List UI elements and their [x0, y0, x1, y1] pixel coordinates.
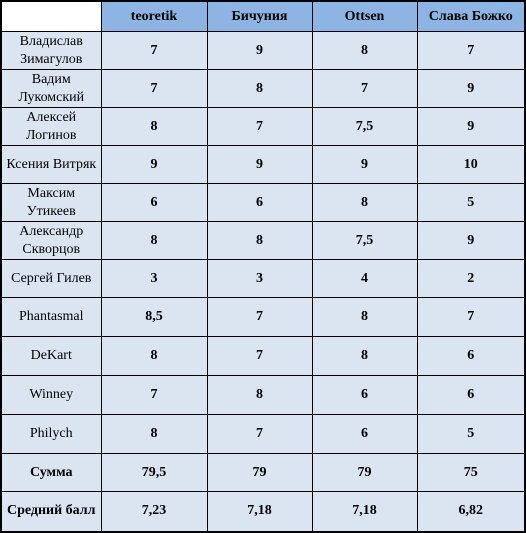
- score-cell: 7: [100, 31, 208, 70]
- score-cell: 7: [100, 69, 208, 108]
- score-cell: 8: [206, 375, 313, 415]
- table-row: DeKart 8 7 8 6: [0, 336, 526, 376]
- score-cell: 7,5: [311, 107, 418, 146]
- row-name-cell: Phantasmal: [0, 297, 102, 337]
- score-cell: 8: [100, 221, 208, 260]
- score-cell: 9: [416, 69, 526, 108]
- header-row: teoretik Бичуния Ottsen Слава Божко: [0, 0, 526, 32]
- row-name-cell: Вадим Лукомский: [0, 69, 102, 108]
- row-name-cell: Владислав Зимагулов: [0, 31, 102, 70]
- score-cell: 7: [416, 31, 526, 70]
- table-row: Александр Скворцов 8 8 7,5 9: [0, 221, 526, 260]
- column-header: Слава Божко: [416, 0, 526, 32]
- score-cell: 2: [416, 259, 526, 298]
- score-cell: 9: [416, 107, 526, 146]
- score-cell: 8: [311, 336, 418, 376]
- row-name-cell: Ксения Витряк: [0, 145, 102, 184]
- table-row: Сергей Гилев 3 3 4 2: [0, 259, 526, 298]
- average-cell: 7,18: [206, 491, 313, 532]
- score-cell: 7: [206, 336, 313, 376]
- column-header: Ottsen: [311, 0, 418, 32]
- sum-cell: 79: [206, 453, 313, 492]
- sum-row: Сумма 79,5 79 79 75: [0, 453, 526, 492]
- row-name-cell: Максим Утикеев: [0, 183, 102, 222]
- score-cell: 8,5: [100, 297, 208, 337]
- score-cell: 7: [311, 69, 418, 108]
- score-cell: 8: [100, 107, 208, 146]
- average-cell: 7,23: [100, 491, 208, 532]
- score-cell: 6: [311, 375, 418, 415]
- average-label-cell: Средний балл: [0, 491, 102, 532]
- average-cell: 7,18: [311, 491, 418, 532]
- score-cell: 7: [416, 297, 526, 337]
- score-cell: 7: [100, 375, 208, 415]
- table-row: Winney 7 8 6 6: [0, 375, 526, 415]
- score-cell: 6: [100, 183, 208, 222]
- table-row: Phantasmal 8,5 7 8 7: [0, 297, 526, 337]
- row-name-cell: Алексей Логинов: [0, 107, 102, 146]
- row-name-cell: Александр Скворцов: [0, 221, 102, 260]
- column-header: teoretik: [100, 0, 208, 32]
- score-cell: 7: [206, 297, 313, 337]
- table-row: Владислав Зимагулов 7 9 8 7: [0, 31, 526, 70]
- score-cell: 6: [416, 336, 526, 376]
- score-cell: 9: [100, 145, 208, 184]
- score-cell: 8: [206, 69, 313, 108]
- row-name-cell: DeKart: [0, 336, 102, 376]
- table-row: Вадим Лукомский 7 8 7 9: [0, 69, 526, 108]
- row-name-cell: Winney: [0, 375, 102, 415]
- score-cell: 7,5: [311, 221, 418, 260]
- score-cell: 7: [206, 414, 313, 454]
- score-cell: 5: [416, 183, 526, 222]
- score-cell: 8: [100, 414, 208, 454]
- score-cell: 9: [416, 221, 526, 260]
- table-row: Максим Утикеев 6 6 8 5: [0, 183, 526, 222]
- table-row: Алексей Логинов 8 7 7,5 9: [0, 107, 526, 146]
- score-cell: 8: [311, 31, 418, 70]
- sum-label-cell: Сумма: [0, 453, 102, 492]
- score-cell: 6: [311, 414, 418, 454]
- score-cell: 3: [206, 259, 313, 298]
- score-cell: 7: [206, 107, 313, 146]
- score-cell: 3: [100, 259, 208, 298]
- score-cell: 8: [311, 297, 418, 337]
- sum-cell: 79,5: [100, 453, 208, 492]
- column-header: Бичуния: [206, 0, 313, 32]
- sum-cell: 79: [311, 453, 418, 492]
- table-row: Philych 8 7 6 5: [0, 414, 526, 454]
- average-row: Средний балл 7,23 7,18 7,18 6,82: [0, 491, 526, 532]
- score-cell: 9: [311, 145, 418, 184]
- header-corner-cell: [0, 0, 102, 32]
- score-cell: 10: [416, 145, 526, 184]
- score-cell: 6: [416, 375, 526, 415]
- average-cell: 6,82: [416, 491, 526, 532]
- score-cell: 8: [311, 183, 418, 222]
- score-cell: 4: [311, 259, 418, 298]
- score-cell: 8: [206, 221, 313, 260]
- row-name-cell: Philych: [0, 414, 102, 454]
- score-cell: 6: [206, 183, 313, 222]
- score-cell: 8: [100, 336, 208, 376]
- sum-cell: 75: [416, 453, 526, 492]
- score-cell: 9: [206, 145, 313, 184]
- score-cell: 9: [206, 31, 313, 70]
- table-row: Ксения Витряк 9 9 9 10: [0, 145, 526, 184]
- score-cell: 5: [416, 414, 526, 454]
- row-name-cell: Сергей Гилев: [0, 259, 102, 298]
